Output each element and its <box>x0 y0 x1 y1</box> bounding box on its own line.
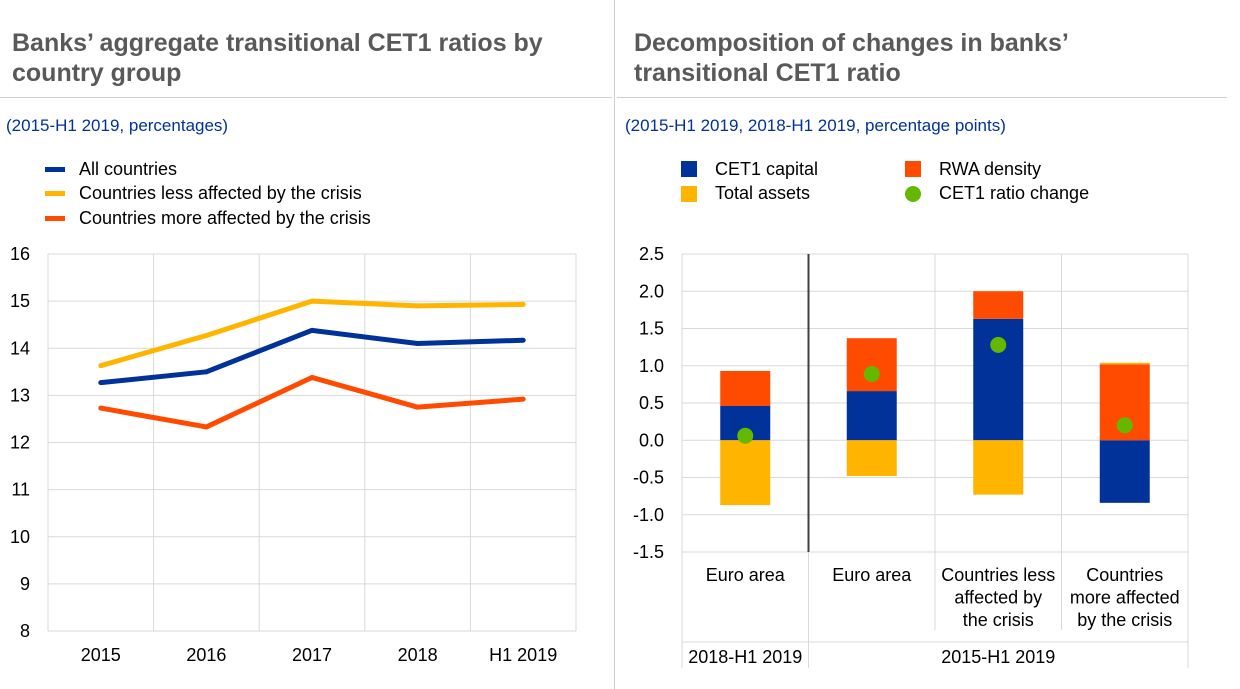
bar-total-assets-0 <box>720 440 771 506</box>
left-chart-title: Banks’ aggregate transitional CET1 ratio… <box>12 28 543 88</box>
bar-chart-ytick-1-5: -1.5 <box>633 542 664 562</box>
bar-chart-xlabel-1-line-0: Euro area <box>832 565 912 585</box>
line-chart-ytick-11: 11 <box>11 480 30 500</box>
line-chart-xtick-2017: 2017 <box>292 645 332 665</box>
right-title-line-1: Decomposition of changes in banks’ <box>634 29 1069 57</box>
legend-label-all-countries: All countries <box>79 158 178 179</box>
line-point-countries-less-affected-by-the-crisis-2 <box>309 298 315 304</box>
left-title-line-1: Banks’ aggregate transitional CET1 ratio… <box>12 29 543 57</box>
bar-rwa-density-0 <box>720 370 771 406</box>
line-chart-ytick-13: 13 <box>10 385 30 405</box>
legend-label-rwa-density: RWA density <box>939 158 1042 179</box>
legend-label-less-affected: Countries less affected by the crisis <box>79 183 362 204</box>
legend-swatch-less-affected <box>45 191 65 197</box>
line-point-countries-less-affected-by-the-crisis-3 <box>415 303 421 309</box>
line-chart: 8 9 10 11 12 13 14 15 16 2015 2016 2017 2018 H1 2019 <box>10 244 577 665</box>
bar-total-assets-1 <box>846 440 897 477</box>
right-title-rule <box>617 97 1227 98</box>
bar-chart-xlabel-3-line-1: more affected <box>1070 588 1180 608</box>
bar-chart-group-label-2018-h1-2019: 2018-H1 2019 <box>688 647 802 667</box>
bar-chart-xlabel-3-line-0: Countries <box>1086 565 1163 585</box>
left-title-rule <box>0 97 612 98</box>
bar-cet1-capital-3 <box>1099 440 1150 503</box>
line-point-countries-more-affected-by-the-crisis-0 <box>98 405 104 411</box>
panel-divider <box>614 0 615 689</box>
bar-chart-xlabel-0-line-0: Euro area <box>706 565 786 585</box>
marker-cet1-ratio-change-2 <box>990 336 1007 353</box>
legend-item-rwa-density: RWA density <box>905 157 1089 182</box>
bar-chart-group-label-2015-h1-2019: 2015-H1 2019 <box>941 647 1055 667</box>
left-legend: All countries Countries less affected by… <box>45 157 371 231</box>
legend-item-cet1-ratio-change: CET1 ratio change <box>905 182 1089 207</box>
line-chart-ytick-8: 8 <box>20 621 30 641</box>
marker-cet1-ratio-change-1 <box>863 365 880 382</box>
line-chart-xtick-h1-2019: H1 2019 <box>489 645 557 665</box>
line-point-all-countries-4 <box>520 337 526 343</box>
legend-swatch-more-affected <box>45 215 65 221</box>
bar-rwa-density-2 <box>973 291 1024 319</box>
right-chart-title: Decomposition of changes in banks’ trans… <box>634 28 1069 88</box>
legend-label-total-assets: Total assets <box>715 183 811 204</box>
legend-swatch-cet1-ratio-change <box>905 185 921 202</box>
marker-cet1-ratio-change-3 <box>1116 417 1133 434</box>
line-point-countries-less-affected-by-the-crisis-0 <box>98 363 104 369</box>
legend-swatch-total-assets <box>681 185 697 202</box>
line-chart-ytick-9: 9 <box>20 574 30 594</box>
line-chart-ytick-14: 14 <box>10 338 30 358</box>
line-point-all-countries-0 <box>98 380 104 386</box>
right-legend: CET1 capital Total assets RWA density CE… <box>681 157 1089 206</box>
legend-item-total-assets: Total assets <box>681 182 905 207</box>
legend-swatch-rwa-density <box>905 161 921 178</box>
bar-chart-xlabel-3-line-2: by the crisis <box>1077 610 1172 630</box>
line-point-countries-more-affected-by-the-crisis-4 <box>520 396 526 402</box>
bar-chart-ytick-2-5: 2.5 <box>639 244 664 264</box>
line-chart-ytick-15: 15 <box>10 291 30 311</box>
line-point-countries-less-affected-by-the-crisis-1 <box>203 333 209 339</box>
line-chart-ytick-10: 10 <box>10 527 30 547</box>
legend-label-more-affected: Countries more affected by the crisis <box>79 207 371 228</box>
bar-chart-ytick-0-5: 0.5 <box>639 393 664 413</box>
marker-cet1-ratio-change-0 <box>737 427 754 444</box>
line-chart-ytick-16: 16 <box>10 244 30 264</box>
left-title-line-2: country group <box>12 59 182 87</box>
legend-label-cet1-ratio-change: CET1 ratio change <box>939 183 1090 204</box>
bar-chart-xlabel-2-line-0: Countries less <box>941 565 1055 585</box>
bar-total-assets-2 <box>973 440 1024 495</box>
bar-chart-ytick-1-0: -1.0 <box>633 505 664 525</box>
right-chart-subtitle: (2015-H1 2019, 2018-H1 2019, percentage … <box>625 116 1006 135</box>
bar-rwa-density-1 <box>846 338 897 392</box>
line-point-all-countries-2 <box>309 327 315 333</box>
legend-item-all-countries: All countries <box>45 157 371 182</box>
line-chart-xtick-2015: 2015 <box>81 645 121 665</box>
bar-chart-xlabel-2-line-2: the crisis <box>963 610 1034 630</box>
legend-swatch-cet1-capital <box>681 161 697 178</box>
bar-chart-ytick-0-5: -0.5 <box>633 468 664 488</box>
bar-chart-ytick-0-0: 0.0 <box>639 430 664 450</box>
line-chart-xtick-2018: 2018 <box>398 645 438 665</box>
line-point-all-countries-3 <box>415 341 421 347</box>
legend-label-cet1-capital: CET1 capital <box>715 158 819 179</box>
bar-cet1-capital-1 <box>846 391 897 441</box>
legend-item-less-affected: Countries less affected by the crisis <box>45 182 371 207</box>
bar-chart-ytick-1-0: 1.0 <box>639 356 664 376</box>
bar-chart-ytick-2-0: 2.0 <box>639 281 664 301</box>
bar-chart-ytick-1-5: 1.5 <box>639 319 664 339</box>
line-point-countries-more-affected-by-the-crisis-3 <box>415 404 421 410</box>
line-point-all-countries-1 <box>203 369 209 375</box>
line-point-countries-less-affected-by-the-crisis-4 <box>520 301 526 307</box>
line-chart-xtick-2016: 2016 <box>186 645 226 665</box>
right-title-line-2: transitional CET1 ratio <box>634 59 901 87</box>
legend-swatch-all-countries <box>45 166 65 172</box>
line-chart-ytick-12: 12 <box>10 433 30 453</box>
line-point-countries-more-affected-by-the-crisis-1 <box>203 424 209 430</box>
legend-item-more-affected: Countries more affected by the crisis <box>45 206 371 231</box>
left-chart-subtitle: (2015-H1 2019, percentages) <box>6 116 229 135</box>
bar-chart-xlabel-2-line-1: affected by <box>954 588 1042 608</box>
bar-total-assets-3 <box>1099 362 1150 365</box>
legend-item-cet1-capital: CET1 capital <box>681 157 905 182</box>
line-point-countries-more-affected-by-the-crisis-2 <box>309 374 315 380</box>
